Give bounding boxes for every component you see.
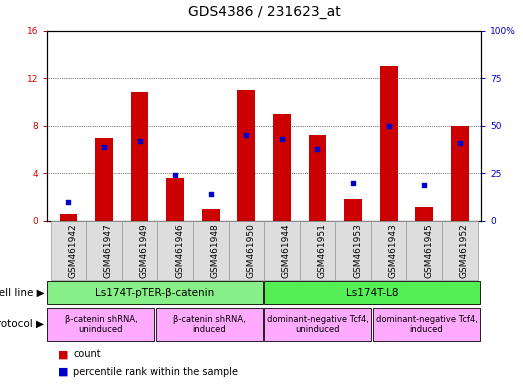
Text: GSM461943: GSM461943: [389, 223, 397, 278]
Text: GSM461949: GSM461949: [140, 223, 149, 278]
FancyBboxPatch shape: [372, 308, 480, 341]
Point: [313, 146, 322, 152]
Point: [242, 132, 251, 138]
Point: [64, 199, 73, 205]
FancyBboxPatch shape: [442, 221, 477, 280]
FancyBboxPatch shape: [300, 221, 335, 280]
Text: protocol ▶: protocol ▶: [0, 319, 44, 329]
FancyBboxPatch shape: [193, 221, 229, 280]
FancyBboxPatch shape: [264, 221, 300, 280]
Text: GSM461947: GSM461947: [104, 223, 113, 278]
Point: [171, 172, 179, 178]
Text: count: count: [73, 349, 101, 359]
FancyBboxPatch shape: [371, 221, 406, 280]
Bar: [380, 66, 397, 221]
Text: GSM461945: GSM461945: [424, 223, 433, 278]
Text: GSM461944: GSM461944: [282, 223, 291, 278]
Bar: [451, 126, 469, 221]
Point: [278, 136, 286, 142]
FancyBboxPatch shape: [86, 221, 122, 280]
Point: [456, 140, 464, 146]
Text: GSM461948: GSM461948: [211, 223, 220, 278]
Text: GSM461952: GSM461952: [460, 223, 469, 278]
FancyBboxPatch shape: [47, 281, 263, 304]
FancyBboxPatch shape: [157, 221, 193, 280]
Bar: [166, 178, 184, 221]
Point: [349, 180, 357, 186]
Text: GDS4386 / 231623_at: GDS4386 / 231623_at: [188, 5, 340, 19]
Text: ■: ■: [58, 349, 72, 359]
Point: [420, 182, 428, 188]
Text: GSM461942: GSM461942: [69, 223, 77, 278]
Text: Ls174T-L8: Ls174T-L8: [346, 288, 398, 298]
Point: [384, 123, 393, 129]
Point: [135, 138, 144, 144]
Point: [100, 144, 108, 150]
Text: Ls174T-pTER-β-catenin: Ls174T-pTER-β-catenin: [95, 288, 214, 298]
FancyBboxPatch shape: [156, 308, 263, 341]
Text: β-catenin shRNA,
uninduced: β-catenin shRNA, uninduced: [64, 315, 137, 334]
Point: [207, 191, 215, 197]
Bar: [60, 214, 77, 221]
FancyBboxPatch shape: [47, 308, 154, 341]
FancyBboxPatch shape: [229, 221, 264, 280]
Text: GSM461953: GSM461953: [353, 223, 362, 278]
Text: GSM461951: GSM461951: [317, 223, 326, 278]
Bar: [415, 207, 433, 221]
Text: ■: ■: [58, 366, 72, 377]
FancyBboxPatch shape: [264, 308, 371, 341]
Bar: [202, 209, 220, 221]
Text: percentile rank within the sample: percentile rank within the sample: [73, 366, 238, 377]
Bar: [273, 114, 291, 221]
Text: cell line ▶: cell line ▶: [0, 288, 44, 298]
Bar: [131, 93, 149, 221]
Text: GSM461946: GSM461946: [175, 223, 184, 278]
Bar: [309, 135, 326, 221]
FancyBboxPatch shape: [406, 221, 442, 280]
Bar: [344, 199, 362, 221]
FancyBboxPatch shape: [51, 221, 86, 280]
Bar: [237, 90, 255, 221]
FancyBboxPatch shape: [264, 281, 480, 304]
Text: dominant-negative Tcf4,
induced: dominant-negative Tcf4, induced: [376, 315, 477, 334]
Text: β-catenin shRNA,
induced: β-catenin shRNA, induced: [173, 315, 246, 334]
Bar: [95, 137, 113, 221]
FancyBboxPatch shape: [335, 221, 371, 280]
Text: GSM461950: GSM461950: [246, 223, 255, 278]
FancyBboxPatch shape: [122, 221, 157, 280]
Text: dominant-negative Tcf4,
uninduced: dominant-negative Tcf4, uninduced: [267, 315, 369, 334]
